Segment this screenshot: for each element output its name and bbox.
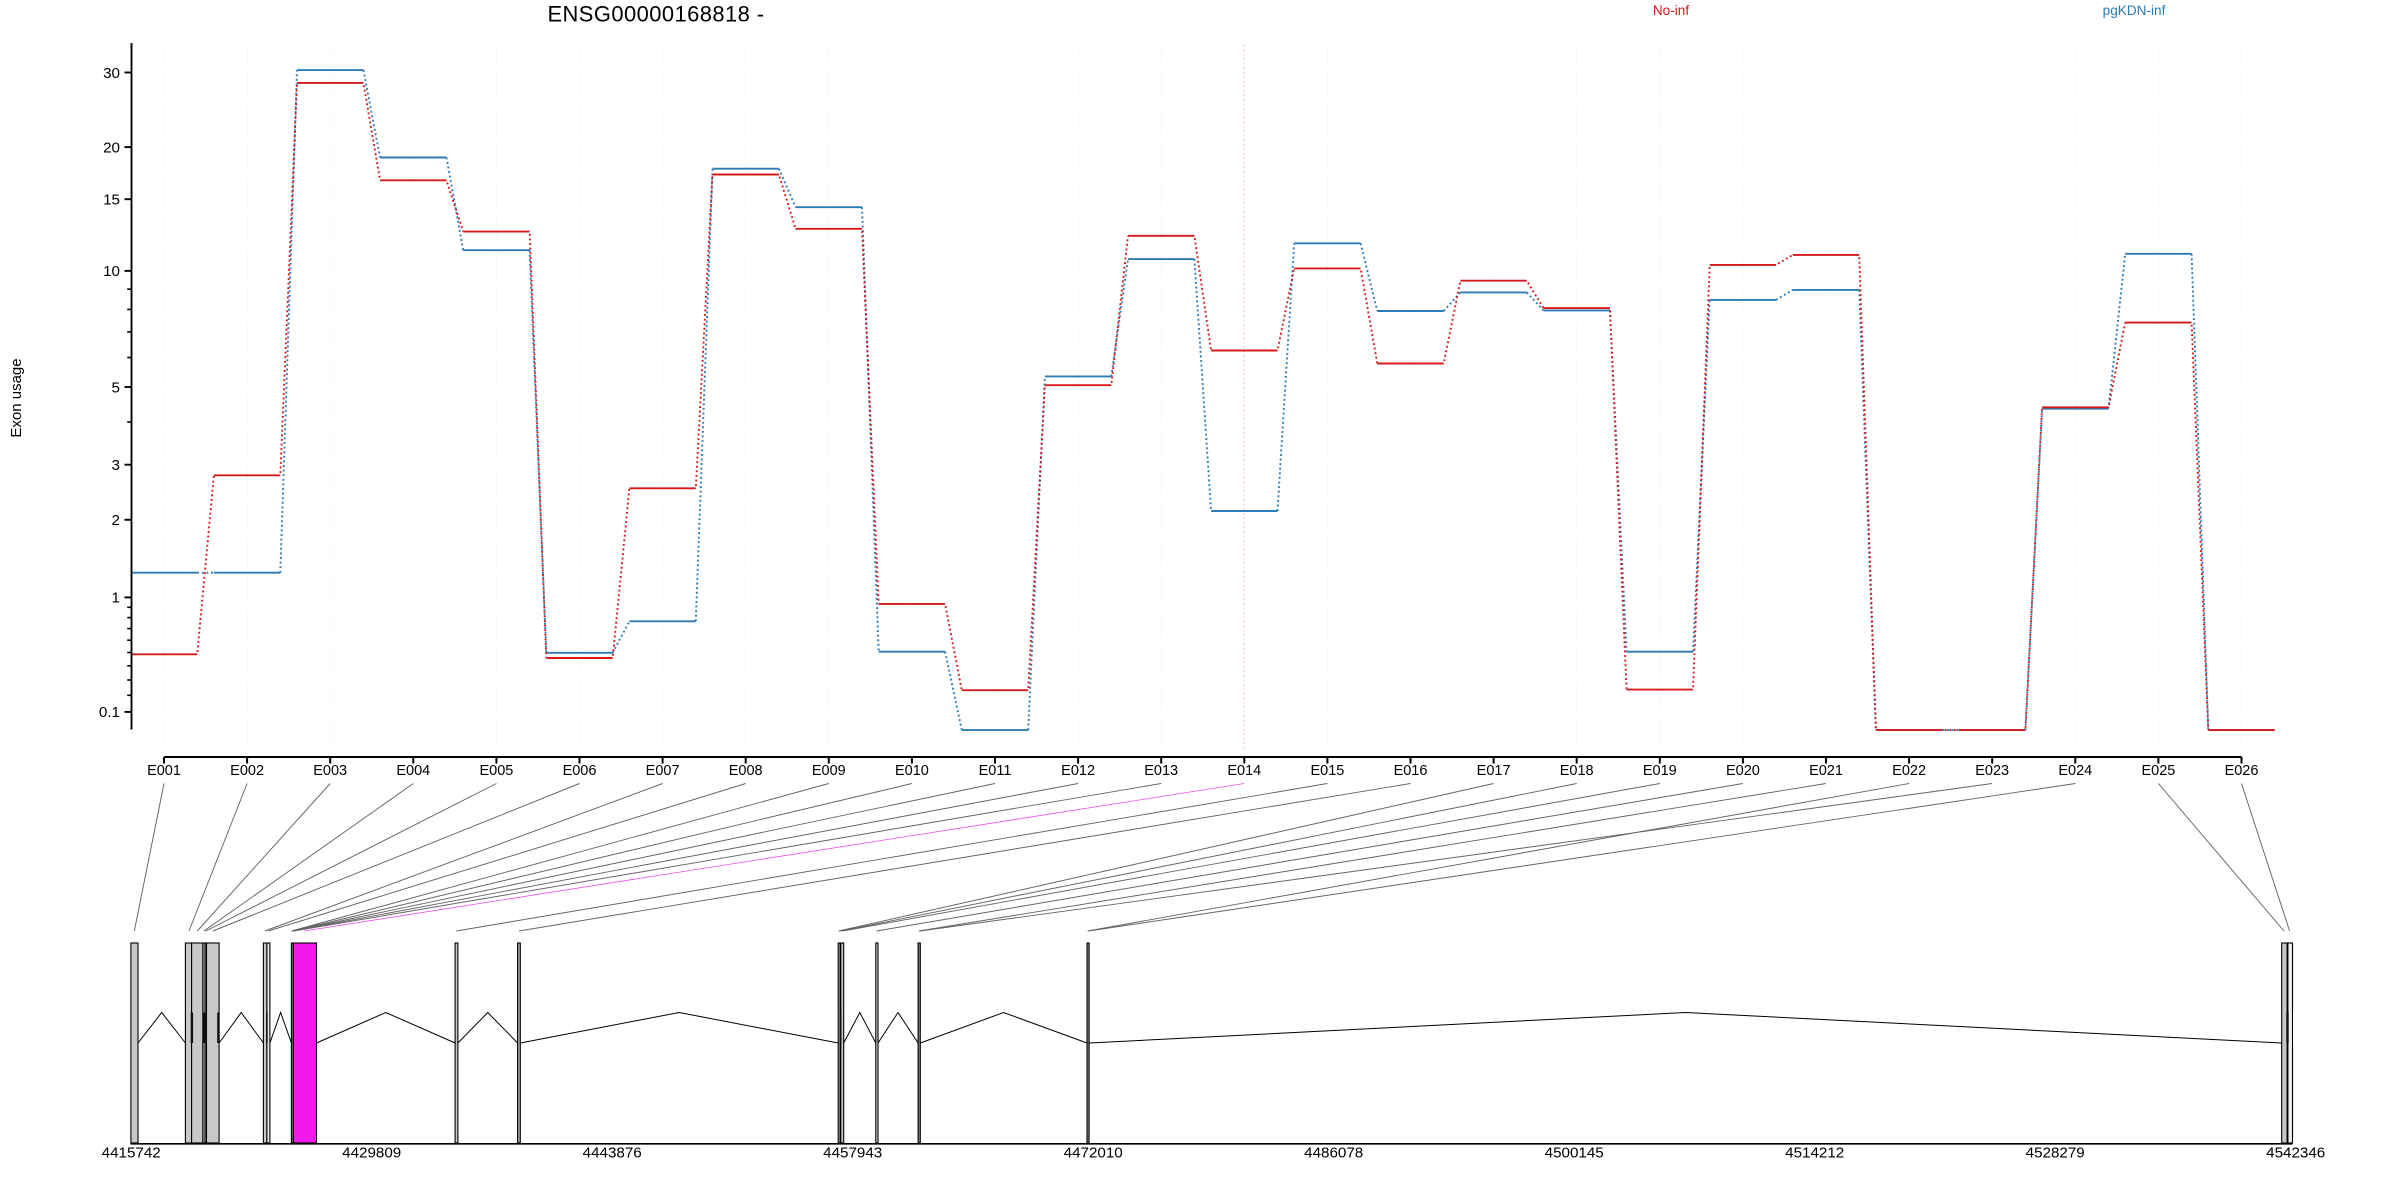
svg-text:E009: E009 [812,763,846,779]
svg-text:E005: E005 [479,763,513,779]
svg-text:E011: E011 [979,763,1012,779]
svg-text:4486078: 4486078 [1304,1145,1363,1162]
svg-text:E007: E007 [646,763,680,779]
svg-text:E021: E021 [1809,763,1843,779]
svg-text:4528279: 4528279 [2026,1145,2085,1162]
svg-text:pgKDN-inf: pgKDN-inf [2103,3,2166,18]
svg-text:E023: E023 [1975,763,2009,779]
svg-text:E001: E001 [147,763,181,779]
svg-text:ENSG00000168818 -: ENSG00000168818 - [548,2,765,27]
svg-text:10: 10 [103,263,120,280]
svg-text:E018: E018 [1560,763,1594,779]
svg-text:E019: E019 [1643,763,1677,779]
svg-text:15: 15 [103,192,120,209]
svg-text:E010: E010 [895,763,929,779]
svg-text:3: 3 [112,457,120,474]
svg-text:20: 20 [103,139,120,156]
svg-text:4514212: 4514212 [1785,1145,1844,1162]
svg-text:4472010: 4472010 [1064,1145,1123,1162]
svg-text:E026: E026 [2225,763,2259,779]
svg-text:1: 1 [112,590,120,607]
svg-text:E004: E004 [396,763,430,779]
svg-text:4443876: 4443876 [583,1145,642,1162]
svg-text:2: 2 [112,512,120,529]
svg-text:E015: E015 [1310,763,1344,779]
svg-text:5: 5 [112,379,120,396]
svg-text:E013: E013 [1144,763,1178,779]
svg-text:E016: E016 [1394,763,1428,779]
svg-text:E012: E012 [1061,763,1095,779]
svg-text:Exon usage: Exon usage [8,358,25,437]
svg-text:E008: E008 [729,763,763,779]
svg-text:E024: E024 [2058,763,2092,779]
svg-text:E020: E020 [1726,763,1760,779]
svg-text:E022: E022 [1892,763,1926,779]
svg-text:No-inf: No-inf [1653,3,1689,18]
svg-text:4415742: 4415742 [102,1145,161,1162]
svg-text:E025: E025 [2141,763,2175,779]
svg-text:4429809: 4429809 [342,1145,401,1162]
svg-text:4500145: 4500145 [1545,1145,1604,1162]
svg-text:E003: E003 [313,763,347,779]
svg-text:E017: E017 [1477,763,1511,779]
svg-text:E014: E014 [1227,763,1261,779]
svg-text:E006: E006 [563,763,597,779]
svg-text:30: 30 [103,65,120,82]
svg-text:E002: E002 [230,763,264,779]
svg-text:4542346: 4542346 [2266,1145,2325,1162]
svg-text:4457943: 4457943 [823,1145,882,1162]
svg-text:0.1: 0.1 [99,704,120,721]
